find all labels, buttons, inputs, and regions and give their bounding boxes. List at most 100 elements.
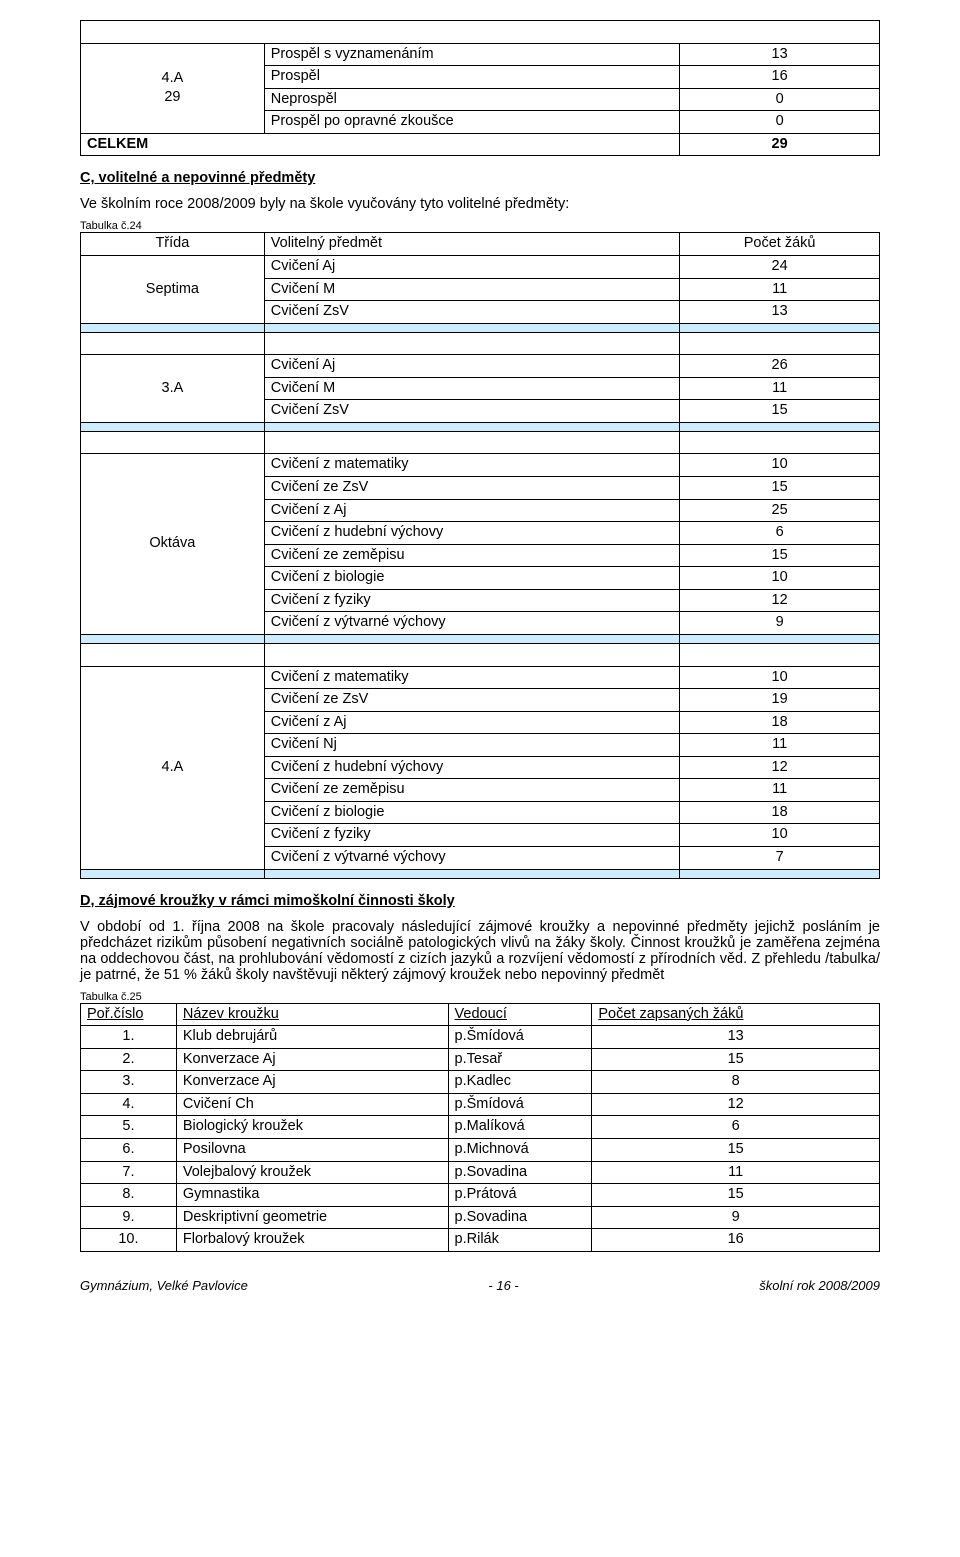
count-cell: 15 xyxy=(680,544,880,567)
table-row: 5.Biologický kroužekp.Malíková6 xyxy=(81,1116,880,1139)
enrolled-count: 12 xyxy=(592,1093,880,1116)
club-leader: p.Rilák xyxy=(448,1229,592,1252)
subject-cell: Cvičení Nj xyxy=(264,734,679,757)
table25-label: Tabulka č.25 xyxy=(80,991,880,1003)
subject-cell: Cvičení z výtvarné výchovy xyxy=(264,847,679,870)
table25: Poř.čísloNázev kroužkuVedoucíPočet zapsa… xyxy=(80,1003,880,1252)
result-label: Prospěl po opravné zkoušce xyxy=(264,111,679,134)
result-value: 0 xyxy=(680,111,880,134)
table24: TřídaVolitelný předmětPočet žákůSeptimaC… xyxy=(80,232,880,878)
subject-cell: Cvičení M xyxy=(264,278,679,301)
table-row: 1.Klub debrujárůp.Šmídová13 xyxy=(81,1026,880,1049)
club-name: Klub debrujárů xyxy=(176,1026,448,1049)
separator-row xyxy=(81,869,880,878)
enrolled-count: 15 xyxy=(592,1184,880,1207)
row-number: 5. xyxy=(81,1116,177,1139)
separator-row xyxy=(81,422,880,431)
subject-cell: Cvičení z Aj xyxy=(264,711,679,734)
count-cell: 15 xyxy=(680,477,880,500)
result-label: Neprospěl xyxy=(264,88,679,111)
table-row: 8.Gymnastikap.Prátová15 xyxy=(81,1184,880,1207)
club-name: Cvičení Ch xyxy=(176,1093,448,1116)
club-leader: p.Prátová xyxy=(448,1184,592,1207)
row-number: 10. xyxy=(81,1229,177,1252)
row-number: 3. xyxy=(81,1071,177,1094)
result-value: 0 xyxy=(680,88,880,111)
subject-cell: Cvičení z výtvarné výchovy xyxy=(264,612,679,635)
row-number: 6. xyxy=(81,1138,177,1161)
club-leader: p.Malíková xyxy=(448,1116,592,1139)
club-name: Volejbalový kroužek xyxy=(176,1161,448,1184)
table-row: 6.Posilovnap.Michnová15 xyxy=(81,1138,880,1161)
class-label: 4.A xyxy=(81,666,265,869)
count-cell: 12 xyxy=(680,589,880,612)
row-number: 7. xyxy=(81,1161,177,1184)
count-cell: 18 xyxy=(680,801,880,824)
celkem-value: 29 xyxy=(680,133,880,156)
club-leader: p.Šmídová xyxy=(448,1093,592,1116)
table-row: OktávaCvičení z matematiky10 xyxy=(81,454,880,477)
footer-left: Gymnázium, Velké Pavlovice xyxy=(80,1278,248,1293)
subject-cell: Cvičení Aj xyxy=(264,355,679,378)
enrolled-count: 15 xyxy=(592,1138,880,1161)
row-number: 4. xyxy=(81,1093,177,1116)
club-name: Gymnastika xyxy=(176,1184,448,1207)
footer-right: školní rok 2008/2009 xyxy=(759,1278,880,1293)
club-leader: p.Tesař xyxy=(448,1048,592,1071)
count-cell: 19 xyxy=(680,689,880,712)
count-cell: 15 xyxy=(680,400,880,423)
subject-cell: Cvičení z hudební výchovy xyxy=(264,756,679,779)
table25-header: Poř.čísloNázev kroužkuVedoucíPočet zapsa… xyxy=(81,1003,880,1026)
club-name: Deskriptivní geometrie xyxy=(176,1206,448,1229)
col-c2: Vedoucí xyxy=(448,1003,592,1026)
celkem-label: CELKEM xyxy=(81,133,680,156)
enrolled-count: 13 xyxy=(592,1026,880,1049)
col-c0: Poř.číslo xyxy=(81,1003,177,1026)
page-footer: Gymnázium, Velké Pavlovice - 16 - školní… xyxy=(80,1278,880,1293)
subject-cell: Cvičení z fyziky xyxy=(264,824,679,847)
table-row: 4.ACvičení z matematiky10 xyxy=(81,666,880,689)
count-cell: 24 xyxy=(680,255,880,278)
count-cell: 10 xyxy=(680,824,880,847)
result-label: Prospěl s vyznamenáním xyxy=(264,43,679,66)
club-leader: p.Sovadina xyxy=(448,1161,592,1184)
club-leader: p.Sovadina xyxy=(448,1206,592,1229)
class-label: 3.A xyxy=(81,355,265,423)
table24-header: TřídaVolitelný předmětPočet žáků xyxy=(81,233,880,256)
enrolled-count: 8 xyxy=(592,1071,880,1094)
table-row: 4.A29Prospěl s vyznamenáním13 xyxy=(81,43,880,66)
enrolled-count: 6 xyxy=(592,1116,880,1139)
club-name: Konverzace Aj xyxy=(176,1048,448,1071)
subject-cell: Cvičení Aj xyxy=(264,255,679,278)
subject-cell: Cvičení ze ZsV xyxy=(264,477,679,500)
subject-cell: Cvičení ZsV xyxy=(264,301,679,324)
count-cell: 11 xyxy=(680,779,880,802)
enrolled-count: 15 xyxy=(592,1048,880,1071)
subject-cell: Cvičení z Aj xyxy=(264,499,679,522)
enrolled-count: 16 xyxy=(592,1229,880,1252)
subject-cell: Cvičení ZsV xyxy=(264,400,679,423)
count-cell: 11 xyxy=(680,734,880,757)
section-c-title: C, volitelné a nepovinné předměty xyxy=(80,170,880,186)
subject-cell: Cvičení z fyziky xyxy=(264,589,679,612)
club-leader: p.Kadlec xyxy=(448,1071,592,1094)
section-c-intro: Ve školním roce 2008/2009 byly na škole … xyxy=(80,196,880,212)
count-cell: 25 xyxy=(680,499,880,522)
club-leader: p.Michnová xyxy=(448,1138,592,1161)
count-cell: 18 xyxy=(680,711,880,734)
result-label: Prospěl xyxy=(264,66,679,89)
count-cell: 10 xyxy=(680,454,880,477)
count-cell: 13 xyxy=(680,301,880,324)
blank-row xyxy=(81,643,880,666)
class-label: 4.A29 xyxy=(81,43,265,133)
celkem-row: CELKEM29 xyxy=(81,133,880,156)
subject-cell: Cvičení ze zeměpisu xyxy=(264,779,679,802)
table-row: 3.Konverzace Ajp.Kadlec8 xyxy=(81,1071,880,1094)
col-c1: Volitelný předmět xyxy=(264,233,679,256)
table-row: 10.Florbalový kroužekp.Rilák16 xyxy=(81,1229,880,1252)
count-cell: 26 xyxy=(680,355,880,378)
enrolled-count: 11 xyxy=(592,1161,880,1184)
club-leader: p.Šmídová xyxy=(448,1026,592,1049)
page: 4.A29Prospěl s vyznamenáním13Prospěl16Ne… xyxy=(40,0,920,1303)
blank-row xyxy=(81,431,880,454)
